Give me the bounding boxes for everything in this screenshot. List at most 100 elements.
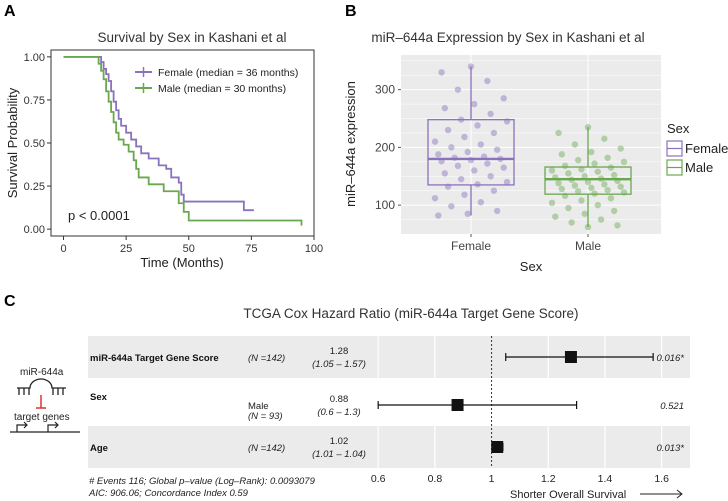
forest-row-ci: (1.05 – 1.57) [312, 359, 366, 370]
km-legend: Female (median = 36 months) Male (median… [135, 67, 298, 95]
box-point-female [444, 183, 452, 190]
box-point-female [484, 77, 491, 85]
km-survival-chart: Survival by Sex in Kashani et al 0 25 50 75… [5, 30, 323, 270]
box-point-male [581, 173, 588, 180]
box-point-male [578, 166, 585, 173]
box-point-female [448, 144, 455, 151]
box-point-male [561, 162, 569, 170]
box-point-male [581, 210, 588, 217]
box-point-male [614, 177, 621, 185]
box-point-female [461, 191, 468, 198]
forest-row-n: (N =142) [248, 443, 285, 454]
box-point-male [552, 213, 559, 220]
box-y-tick-label: 300 [375, 83, 395, 97]
box-point-female [457, 175, 465, 183]
box-point-male [584, 178, 592, 186]
box-point-male [568, 176, 575, 183]
box-legend-label-female: Female [685, 141, 728, 156]
box-point-male [571, 182, 579, 189]
km-x-tick-label: 0 [60, 243, 66, 255]
box-point-male [584, 223, 592, 231]
box-point-male [561, 192, 569, 200]
box-legend: Sex Female Male [666, 121, 728, 176]
box-point-female [480, 153, 488, 160]
forest-footer-line-1: # Events 116; Global p–value (Log–Rank):… [89, 476, 316, 487]
km-y-tick-label: 0.75 [24, 95, 45, 107]
box-point-male [614, 222, 621, 229]
box-point-female [435, 212, 442, 219]
km-legend-label-male: Male (median = 30 months) [158, 83, 286, 95]
box-point-female [487, 173, 494, 180]
forest-row-n: (N =142) [248, 353, 285, 364]
box-y-tick-label: 200 [375, 140, 395, 154]
box-point-female [435, 151, 442, 158]
box-point-female [444, 126, 452, 134]
box-point-male [555, 129, 562, 137]
km-y-axis-title: Survival Probability [5, 87, 20, 198]
forest-axis-caption: Shorter Overall Survival [510, 489, 626, 501]
forest-x-tick-label: 1 [489, 473, 495, 485]
forest-row-band [88, 426, 690, 468]
box-point-female [431, 138, 439, 145]
box-point-female [487, 110, 494, 118]
forest-row-pvalue: 0.013* [657, 443, 685, 454]
box-point-male [591, 190, 598, 197]
box-point-female [493, 146, 501, 153]
box-point-female [457, 116, 465, 123]
box-point-male [604, 186, 611, 194]
box-iqr-female [427, 119, 515, 186]
forest-row-pvalue: 0.016* [657, 353, 685, 364]
km-x-tick-label: 75 [245, 243, 257, 255]
box-point-female [461, 133, 468, 141]
box-point-female [477, 199, 485, 206]
mirna-target-diagram: miR-644a target genes [10, 367, 80, 433]
box-point-male [578, 197, 585, 204]
box-chart-title: miR–644a Expression by Sex in Kashani et… [371, 30, 644, 45]
box-point-male [597, 175, 605, 182]
box-point-female [503, 118, 511, 125]
km-x-tick-label: 25 [120, 243, 132, 255]
forest-row-hr: 0.88 [330, 394, 349, 405]
box-y-tick-label: 100 [375, 198, 395, 212]
panel-label-c: C [4, 293, 16, 310]
box-point-female [431, 195, 439, 202]
box-point-female [441, 104, 449, 112]
box-point-female [490, 187, 498, 194]
diagram-mirna-label: miR-644a [20, 367, 64, 378]
box-point-male [552, 174, 559, 181]
box-point-male [548, 167, 556, 174]
box-point-male [601, 181, 608, 188]
forest-x-tick-label: 1.6 [654, 473, 669, 485]
box-point-female [471, 100, 478, 108]
forest-row-pvalue: 0.521 [660, 401, 684, 412]
forest-x-tick-label: 1.4 [598, 473, 613, 485]
box-plot-panel [401, 55, 661, 234]
forest-row-label: miR-644a Target Gene Score [90, 353, 219, 364]
box-point-male [617, 145, 624, 152]
box-point-male [558, 185, 566, 193]
box-point-male [565, 170, 572, 177]
km-y-tick-label: 0.50 [24, 138, 45, 150]
box-point-male [601, 135, 608, 142]
box-point-female [441, 170, 449, 177]
forest-row-hr: 1.28 [330, 346, 349, 357]
km-curve-male [63, 55, 303, 226]
forest-hr-marker [451, 399, 464, 411]
box-point-female [497, 155, 504, 163]
box-y-axis-title: miR–644a expression [343, 81, 358, 207]
box-point-male [574, 156, 582, 164]
box-point-female [464, 148, 471, 156]
box-point-male [588, 184, 595, 192]
box-point-male [555, 179, 562, 187]
box-point-female [454, 86, 462, 93]
forest-x-tick-label: 0.6 [371, 473, 386, 485]
box-point-female [467, 156, 475, 164]
box-point-female [464, 210, 471, 217]
box-point-female [500, 95, 507, 102]
km-x-tick-label: 50 [183, 243, 195, 255]
km-y-tick-label: 1.00 [24, 52, 45, 64]
cox-forest-plot: TCGA Cox Hazard Ratio (miR-644a Target G… [10, 306, 690, 501]
box-x-axis-title: Sex [520, 259, 543, 274]
box-point-male [591, 160, 598, 167]
